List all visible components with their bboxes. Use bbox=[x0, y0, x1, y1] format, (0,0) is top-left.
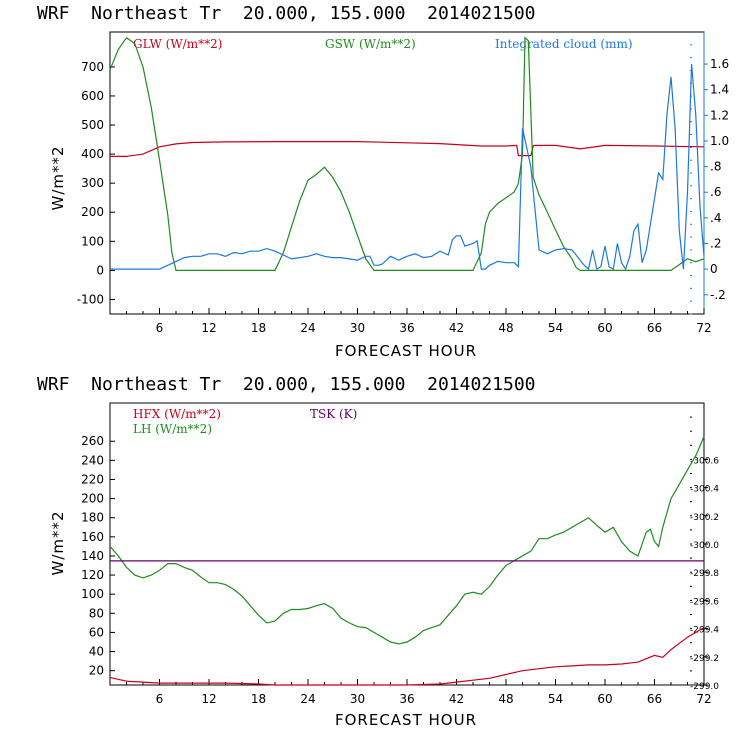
x-tick-label: 18 bbox=[251, 692, 266, 706]
y-tick-label: 40 bbox=[89, 645, 104, 659]
right-tick-label: 1.6 bbox=[710, 57, 729, 71]
right-tick-label: 1.0 bbox=[710, 134, 729, 148]
x-tick-label: 6 bbox=[156, 692, 164, 706]
top-plot-frame bbox=[109, 31, 705, 315]
x-tick-label: 36 bbox=[399, 692, 414, 706]
right-tick-label: -300.0 bbox=[690, 541, 719, 551]
bottom-x-axis-label: FORECAST HOUR bbox=[335, 711, 477, 729]
top-series-lines bbox=[109, 36, 705, 271]
x-tick-label: 48 bbox=[498, 321, 513, 335]
y-tick-label: 200 bbox=[81, 205, 104, 219]
x-tick-label: 42 bbox=[449, 692, 464, 706]
right-tick-label: 1.2 bbox=[710, 108, 729, 122]
y-tick-label: 400 bbox=[81, 147, 104, 161]
y-tick-label: 200 bbox=[81, 492, 104, 506]
right-tick-label: -299.4 bbox=[690, 626, 719, 636]
right-tick-label: -300.2 bbox=[690, 513, 719, 523]
right-tick-label: .8 bbox=[710, 160, 721, 174]
y-tick-label: 120 bbox=[81, 568, 104, 582]
x-tick-label: 36 bbox=[399, 321, 414, 335]
top-y-axis-label: W/m**2 bbox=[49, 145, 67, 210]
y-tick-label: 160 bbox=[81, 530, 104, 544]
x-tick-label: 60 bbox=[597, 321, 612, 335]
y-tick-label: 100 bbox=[81, 587, 104, 601]
x-tick-label: 24 bbox=[300, 321, 315, 335]
y-tick-label: 0 bbox=[96, 263, 104, 277]
y-tick-label: 600 bbox=[81, 89, 104, 103]
y-tick-label: 240 bbox=[81, 453, 104, 467]
y-tick-label: 180 bbox=[81, 511, 104, 525]
x-tick-label: 66 bbox=[647, 692, 662, 706]
top-right-y-axis: -.2 0 .2 .4 .6 .8 1.0 1.2 1.4 1.6 bbox=[690, 44, 729, 315]
y-tick-label: 20 bbox=[89, 664, 104, 678]
y-tick-label: 500 bbox=[81, 118, 104, 132]
x-tick-label: 54 bbox=[548, 321, 563, 335]
bottom-series-lines bbox=[109, 436, 705, 686]
y-tick-label: -100 bbox=[77, 292, 104, 306]
x-tick-label: 6 bbox=[156, 321, 164, 335]
legend-lh: LH (W/m**2) bbox=[133, 422, 212, 436]
legend-glw: GLW (W/m**2) bbox=[133, 37, 222, 51]
bottom-right-y-axis: -299.0 -299.2 -299.4 -299.6 -299.8 -300.0 -300… bbox=[690, 416, 719, 692]
right-tick-label: -299.8 bbox=[690, 569, 719, 579]
x-tick-label: 30 bbox=[350, 692, 365, 706]
top-panel: WRF Northeast Tr 20.000, 155.000 2014021… bbox=[37, 3, 729, 360]
y-tick-label: 260 bbox=[81, 434, 104, 448]
y-tick-label: 700 bbox=[81, 60, 104, 74]
y-tick-label: 60 bbox=[89, 625, 104, 639]
x-tick-label: 18 bbox=[251, 321, 266, 335]
top-x-axis-label: FORECAST HOUR bbox=[335, 342, 477, 360]
x-tick-label: 30 bbox=[350, 321, 365, 335]
x-tick-label: 48 bbox=[498, 692, 513, 706]
x-tick-label: 42 bbox=[449, 321, 464, 335]
bottom-panel-header: WRF Northeast Tr 20.000, 155.000 2014021… bbox=[37, 374, 536, 395]
right-tick-label: .4 bbox=[710, 211, 721, 225]
right-tick-label: -.2 bbox=[710, 288, 726, 302]
series-line-glw bbox=[110, 141, 705, 157]
y-tick-label: 300 bbox=[81, 176, 104, 190]
right-tick-label: -300.6 bbox=[690, 456, 719, 466]
series-line-integrated bbox=[110, 63, 705, 271]
y-tick-label: 100 bbox=[81, 234, 104, 248]
x-tick-label: 12 bbox=[201, 692, 216, 706]
x-tick-label: 12 bbox=[201, 321, 216, 335]
right-tick-label: -300.4 bbox=[690, 485, 719, 495]
x-tick-label: 24 bbox=[300, 692, 315, 706]
legend-tsk: TSK (K) bbox=[310, 407, 357, 421]
bottom-left-y-axis: 20 40 60 80 100 120 140 160 180 200 220 240 260 bbox=[81, 434, 115, 678]
series-line-lh bbox=[109, 436, 705, 645]
right-tick-label: -299.2 bbox=[690, 654, 719, 664]
series-line-hfx bbox=[109, 627, 705, 686]
x-tick-label: 60 bbox=[597, 692, 612, 706]
x-tick-label: 54 bbox=[548, 692, 563, 706]
legend-gsw: GSW (W/m**2) bbox=[325, 37, 416, 51]
right-tick-label: 1.4 bbox=[710, 83, 729, 97]
bottom-plot-frame bbox=[109, 402, 705, 686]
y-tick-label: 140 bbox=[81, 549, 104, 563]
right-tick-label: .2 bbox=[710, 237, 721, 251]
series-line-gsw bbox=[109, 36, 705, 271]
top-left-y-axis: -100 0 100 200 300 400 500 600 700 bbox=[77, 60, 115, 306]
x-tick-label: 72 bbox=[696, 321, 711, 335]
y-tick-label: 80 bbox=[89, 606, 104, 620]
y-tick-label: 220 bbox=[81, 472, 104, 486]
x-tick-label: 66 bbox=[647, 321, 662, 335]
x-tick-label: 72 bbox=[696, 692, 711, 706]
right-tick-label: -299.6 bbox=[690, 597, 719, 607]
bottom-y-axis-label: W/m**2 bbox=[49, 510, 67, 575]
top-panel-header: WRF Northeast Tr 20.000, 155.000 2014021… bbox=[37, 3, 536, 24]
top-x-axis: 6 12 18 24 30 36 42 48 54 60 66 72 bbox=[126, 308, 712, 335]
legend-hfx: HFX (W/m**2) bbox=[133, 407, 221, 421]
right-tick-label: .6 bbox=[710, 185, 721, 199]
right-tick-label: 0 bbox=[710, 262, 718, 276]
right-tick-label: -299.0 bbox=[690, 682, 719, 692]
bottom-panel: WRF Northeast Tr 20.000, 155.000 2014021… bbox=[37, 374, 719, 729]
legend-integrated-cloud: Integrated cloud (mm) bbox=[495, 37, 633, 51]
